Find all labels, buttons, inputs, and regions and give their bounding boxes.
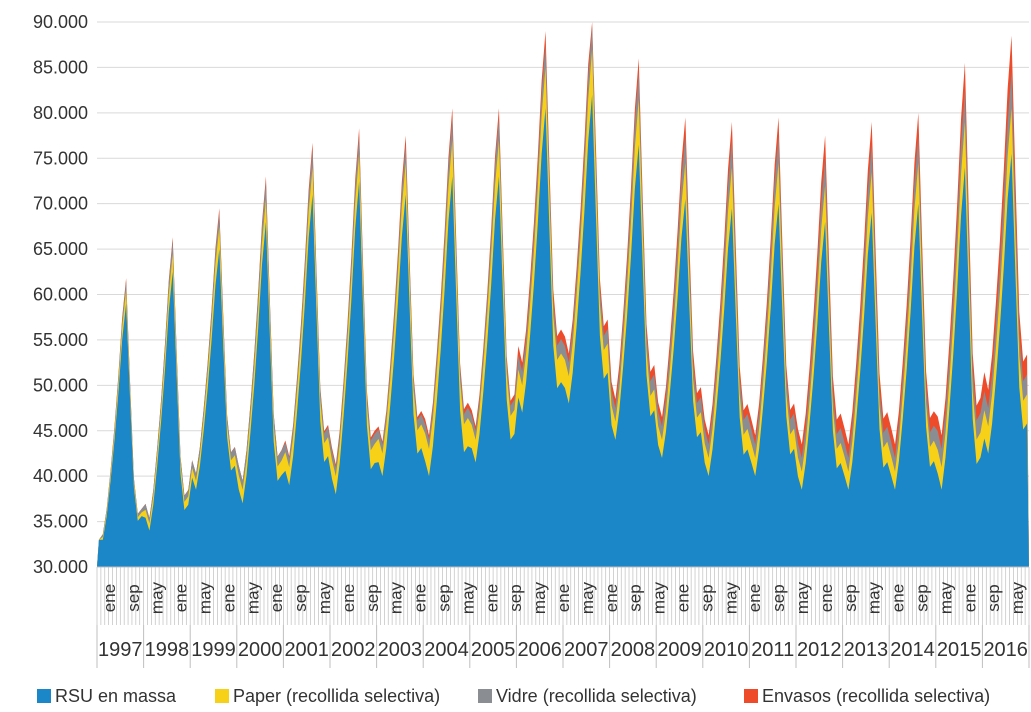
y-tick-label: 50.000 [33,375,88,395]
x-month-label: may [243,581,262,614]
area-series [97,22,1029,568]
x-month-label: sep [913,584,932,611]
x-year-label: 2011 [751,639,794,661]
y-tick-label: 30.000 [33,557,88,577]
x-year-label: 2001 [284,639,329,661]
x-month-label: ene [172,584,191,612]
x-month-label: ene [745,584,764,612]
x-year-label: 2016 [983,639,1028,661]
y-tick-label: 85.000 [33,57,88,77]
x-year-label: 2012 [797,639,842,661]
y-tick-label: 75.000 [33,148,88,168]
x-month-label: sep [506,584,525,611]
legend-swatch [478,689,492,703]
legend-label: Vidre (recollida selectiva) [496,686,697,706]
x-month-label: ene [482,584,501,612]
area-rsu-en-massa [97,94,1029,568]
x-month-label: ene [602,584,621,612]
x-year-label: 2013 [844,639,889,661]
x-year-label: 2014 [890,639,935,661]
x-month-label: sep [984,584,1003,611]
x-month-label: sep [124,584,143,611]
x-month-label: may [387,581,406,614]
legend-label: Paper (recollida selectiva) [233,686,440,706]
x-month-label: sep [697,584,716,611]
x-month-label: may [196,581,215,614]
area-vidre-recollida-selectiva [97,26,1029,568]
x-year-label: 2008 [611,639,656,661]
x-year-label: 2009 [657,639,702,661]
x-year-label: 2015 [937,639,982,661]
x-year-label: 2010 [704,639,749,661]
y-tick-label: 65.000 [33,239,88,259]
x-month-label: may [936,581,955,614]
x-year-label: 2004 [424,639,469,661]
x-axis: ene sep may ene may ene may ene sep may ene sep may e… [96,566,1030,668]
x-year-label: 1997 [98,639,143,661]
x-month-label: sep [435,584,454,611]
x-month-label: sep [841,584,860,611]
x-month-label: sep [291,584,310,611]
x-month-label: sep [626,584,645,611]
y-tick-label: 40.000 [33,466,88,486]
x-month-label: may [315,581,334,614]
x-year-label: 1999 [191,639,236,661]
x-month-label: may [530,581,549,614]
x-month-label: ene [817,584,836,612]
x-month-label: ene [267,584,286,612]
x-year-label: 2000 [238,639,283,661]
y-axis: 30.000 35.000 40.000 45.000 50.000 55.000 60.0… [33,12,88,577]
x-month-label: sep [363,584,382,611]
legend-label: Envasos (recollida selectiva) [762,686,990,706]
y-tick-label: 70.000 [33,194,88,214]
x-month-label: sep [769,584,788,611]
y-tick-label: 55.000 [33,330,88,350]
x-month-label: may [1008,581,1027,614]
y-tick-label: 35.000 [33,512,88,532]
x-year-label: 2007 [564,639,609,661]
x-month-label: ene [219,584,238,612]
x-year-label: 1998 [145,639,190,661]
x-month-label: may [578,581,597,614]
x-month-label: may [650,581,669,614]
x-year-label: 2002 [331,639,376,661]
x-year-label: 2005 [471,639,516,661]
x-month-label: may [793,581,812,614]
legend-label: RSU en massa [55,686,177,706]
x-month-label: may [865,581,884,614]
x-month-label: ene [674,584,693,612]
y-tick-label: 90.000 [33,12,88,32]
legend: RSU en massa Paper (recollida selectiva) V… [37,686,990,706]
x-month-label: may [148,581,167,614]
x-month-label: ene [339,584,358,612]
x-month-label: ene [411,584,430,612]
x-month-label: ene [100,584,119,612]
y-tick-label: 45.000 [33,421,88,441]
x-month-label: may [458,581,477,614]
legend-swatch [215,689,229,703]
legend-swatch [37,689,51,703]
x-month-label: ene [960,584,979,612]
x-month-label: ene [554,584,573,612]
y-tick-label: 80.000 [33,103,88,123]
x-year-label: 2003 [378,639,423,661]
x-month-label: ene [889,584,908,612]
legend-swatch [744,689,758,703]
x-month-label: may [721,581,740,614]
y-tick-label: 60.000 [33,285,88,305]
x-year-label: 2006 [517,639,562,661]
